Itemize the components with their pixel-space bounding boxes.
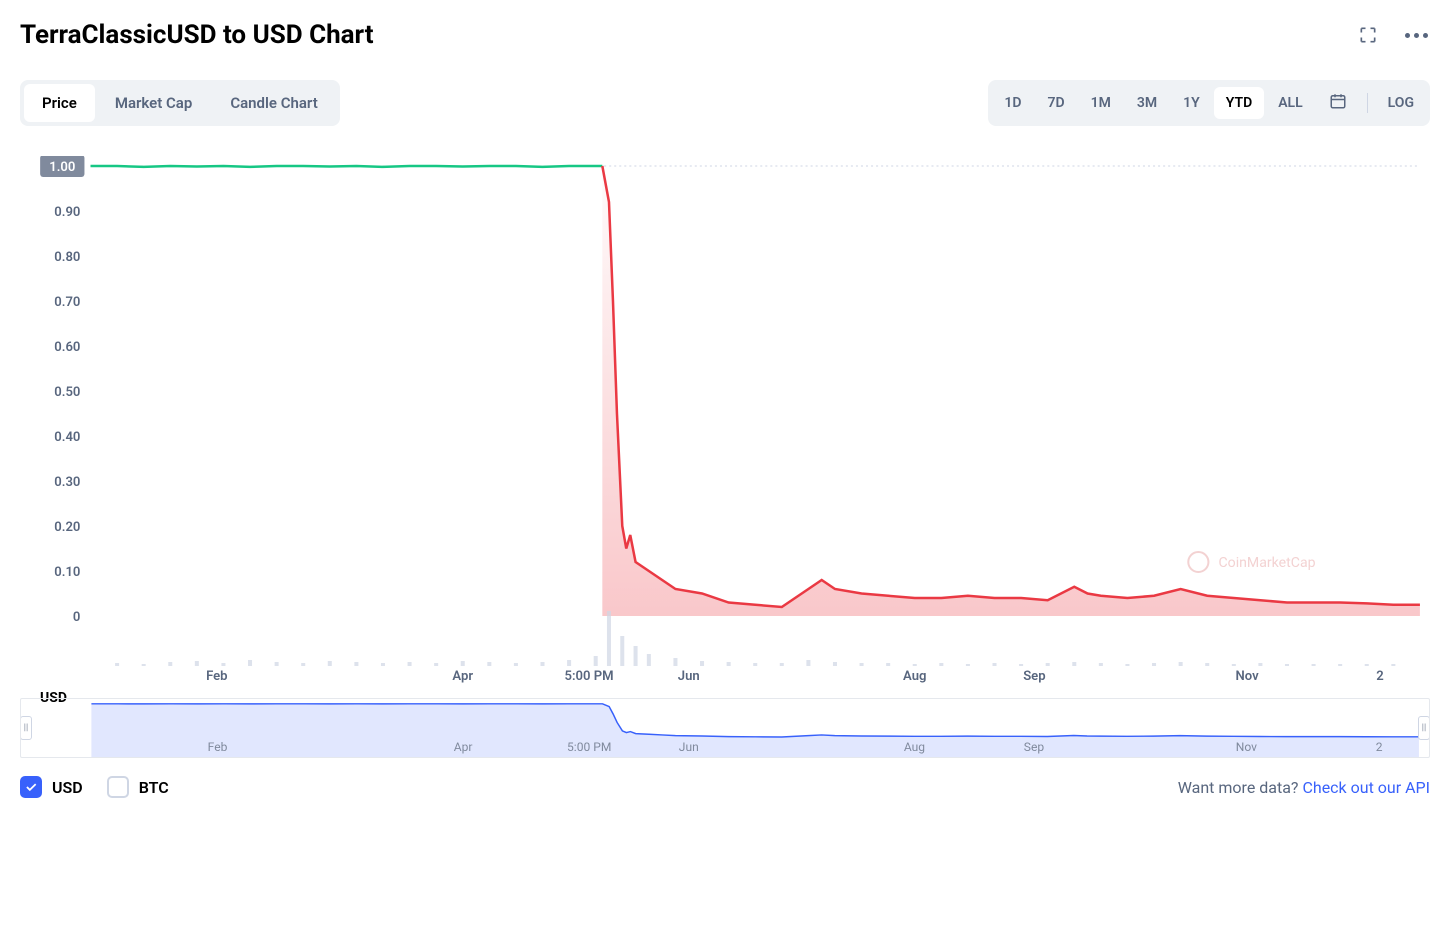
tab-price[interactable]: Price bbox=[24, 84, 95, 122]
calendar-icon[interactable] bbox=[1317, 84, 1359, 122]
svg-text:Aug: Aug bbox=[903, 669, 926, 684]
svg-text:0: 0 bbox=[73, 610, 80, 625]
minimap[interactable]: Feb Apr 5:00 PM Jun Aug Sep Nov 2 || || bbox=[20, 698, 1430, 758]
svg-text:0.60: 0.60 bbox=[54, 340, 80, 355]
range-ytd[interactable]: YTD bbox=[1214, 87, 1264, 119]
svg-text:1.00: 1.00 bbox=[49, 160, 75, 175]
chart-type-tabs: Price Market Cap Candle Chart bbox=[20, 80, 340, 126]
time-range-group: 1D 7D 1M 3M 1Y YTD ALL LOG bbox=[988, 80, 1430, 126]
svg-text:0.10: 0.10 bbox=[54, 565, 80, 580]
svg-text:0.40: 0.40 bbox=[54, 430, 80, 445]
currency-usd-checkbox[interactable]: USD bbox=[20, 776, 83, 798]
svg-text:CoinMarketCap: CoinMarketCap bbox=[1219, 555, 1316, 571]
svg-text:2: 2 bbox=[1376, 740, 1383, 754]
minimap-handle-left[interactable]: || bbox=[20, 716, 32, 740]
divider bbox=[1367, 93, 1368, 113]
range-all[interactable]: ALL bbox=[1266, 87, 1314, 119]
svg-text:0.70: 0.70 bbox=[54, 295, 80, 310]
price-chart[interactable]: 0 0.10 0.20 0.30 0.40 0.50 0.60 0.70 0.80 0.90 1.0… bbox=[20, 156, 1430, 686]
svg-text:0.50: 0.50 bbox=[54, 385, 80, 400]
checkbox-checked-icon bbox=[20, 776, 42, 798]
svg-text:Sep: Sep bbox=[1023, 669, 1045, 684]
svg-text:0.80: 0.80 bbox=[54, 250, 80, 265]
currency-btc-checkbox[interactable]: BTC bbox=[107, 776, 169, 798]
api-cta: Want more data? Check out our API bbox=[1178, 778, 1430, 797]
log-toggle[interactable]: LOG bbox=[1376, 87, 1426, 119]
more-icon[interactable] bbox=[1402, 21, 1430, 49]
svg-text:5:00 PM: 5:00 PM bbox=[567, 740, 611, 754]
tab-candle[interactable]: Candle Chart bbox=[212, 84, 335, 122]
currency-usd-label: USD bbox=[52, 778, 83, 797]
svg-text:Feb: Feb bbox=[208, 740, 228, 754]
svg-text:2: 2 bbox=[1376, 669, 1383, 684]
range-1y[interactable]: 1Y bbox=[1171, 87, 1212, 119]
svg-text:0.20: 0.20 bbox=[54, 520, 80, 535]
api-link[interactable]: Check out our API bbox=[1302, 778, 1430, 797]
svg-text:Jun: Jun bbox=[678, 669, 700, 684]
svg-text:Jun: Jun bbox=[679, 740, 699, 754]
minimap-handle-right[interactable]: || bbox=[1418, 716, 1430, 740]
page-title: TerraClassicUSD to USD Chart bbox=[20, 20, 374, 50]
currency-btc-label: BTC bbox=[139, 778, 169, 797]
range-3m[interactable]: 3M bbox=[1125, 87, 1169, 119]
range-1m[interactable]: 1M bbox=[1079, 87, 1123, 119]
svg-text:Feb: Feb bbox=[206, 669, 227, 684]
svg-text:Nov: Nov bbox=[1236, 669, 1260, 684]
svg-text:Apr: Apr bbox=[454, 740, 473, 754]
svg-text:Apr: Apr bbox=[452, 669, 473, 684]
svg-text:0.90: 0.90 bbox=[54, 205, 80, 220]
svg-text:5:00 PM: 5:00 PM bbox=[565, 669, 614, 684]
svg-text:Nov: Nov bbox=[1236, 740, 1258, 754]
svg-text:Aug: Aug bbox=[904, 740, 925, 754]
range-7d[interactable]: 7D bbox=[1036, 87, 1077, 119]
range-1d[interactable]: 1D bbox=[992, 87, 1033, 119]
tab-market-cap[interactable]: Market Cap bbox=[97, 84, 211, 122]
svg-text:Sep: Sep bbox=[1024, 740, 1045, 754]
checkbox-empty-icon bbox=[107, 776, 129, 798]
svg-text:0.30: 0.30 bbox=[54, 475, 80, 490]
fullscreen-icon[interactable] bbox=[1354, 21, 1382, 49]
